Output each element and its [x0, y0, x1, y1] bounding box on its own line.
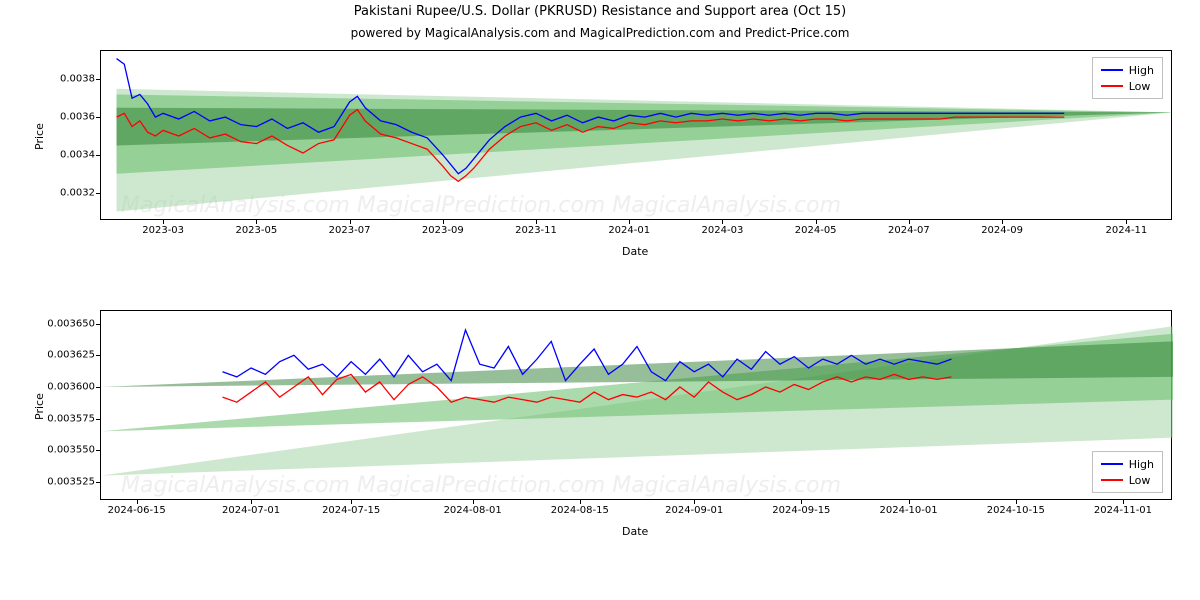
ytick-label: 0.003550: [47, 445, 101, 456]
xtick-label: 2023-09: [422, 219, 464, 236]
ytick-label: 0.003575: [47, 413, 101, 424]
xtick-label: 2024-08-15: [551, 499, 609, 516]
xtick-label: 2024-07-15: [322, 499, 380, 516]
xtick-label: 2023-03: [142, 219, 184, 236]
legend-label-high: High: [1129, 64, 1154, 77]
ytick-label: 0.003650: [47, 318, 101, 329]
xtick-label: 2024-07: [888, 219, 930, 236]
xtick-label: 2023-11: [515, 219, 557, 236]
legend-label-low: Low: [1129, 80, 1151, 93]
xtick-label: 2024-07-01: [222, 499, 280, 516]
xtick-label: 2023-07: [329, 219, 371, 236]
x-axis-label: Date: [622, 245, 648, 258]
y-axis-label: Price: [33, 123, 46, 150]
xtick-label: 2024-03: [702, 219, 744, 236]
ytick-label: 0.0036: [60, 112, 101, 123]
panel-top-svg: [101, 51, 1171, 219]
xtick-label: 2024-08-01: [444, 499, 502, 516]
xtick-label: 2024-11-01: [1094, 499, 1152, 516]
panel-bottom-svg: [101, 311, 1171, 499]
legend-row-low: Low: [1101, 472, 1154, 488]
xtick-label: 2024-09-01: [665, 499, 723, 516]
legend-swatch-low: [1101, 85, 1123, 87]
xtick-label: 2024-06-15: [108, 499, 166, 516]
legend-top: High Low: [1092, 57, 1163, 99]
xtick-label: 2024-11: [1105, 219, 1147, 236]
ytick-label: 0.003625: [47, 350, 101, 361]
legend-row-high: High: [1101, 62, 1154, 78]
legend-row-low: Low: [1101, 78, 1154, 94]
ytick-label: 0.003525: [47, 477, 101, 488]
legend-bottom: High Low: [1092, 451, 1163, 493]
chart-subtitle: powered by MagicalAnalysis.com and Magic…: [0, 26, 1200, 40]
legend-label-low: Low: [1129, 474, 1151, 487]
figure: Pakistani Rupee/U.S. Dollar (PKRUSD) Res…: [0, 0, 1200, 600]
xtick-label: 2024-09: [981, 219, 1023, 236]
ytick-label: 0.0034: [60, 149, 101, 160]
x-axis-label: Date: [622, 525, 648, 538]
chart-title: Pakistani Rupee/U.S. Dollar (PKRUSD) Res…: [0, 4, 1200, 19]
y-axis-label: Price: [33, 393, 46, 420]
legend-swatch-high: [1101, 69, 1123, 71]
xtick-label: 2024-10-15: [987, 499, 1045, 516]
panel-bottom: MagicalAnalysis.com MagicalPrediction.co…: [100, 310, 1172, 500]
xtick-label: 2024-01: [608, 219, 650, 236]
legend-swatch-high: [1101, 463, 1123, 465]
legend-row-high: High: [1101, 456, 1154, 472]
ytick-label: 0.0032: [60, 187, 101, 198]
ytick-label: 0.0038: [60, 74, 101, 85]
ytick-label: 0.003600: [47, 382, 101, 393]
legend-label-high: High: [1129, 458, 1154, 471]
xtick-label: 2023-05: [235, 219, 277, 236]
legend-swatch-low: [1101, 479, 1123, 481]
panel-top: MagicalAnalysis.com MagicalPrediction.co…: [100, 50, 1172, 220]
xtick-label: 2024-10-01: [880, 499, 938, 516]
xtick-label: 2024-05: [795, 219, 837, 236]
xtick-label: 2024-09-15: [772, 499, 830, 516]
